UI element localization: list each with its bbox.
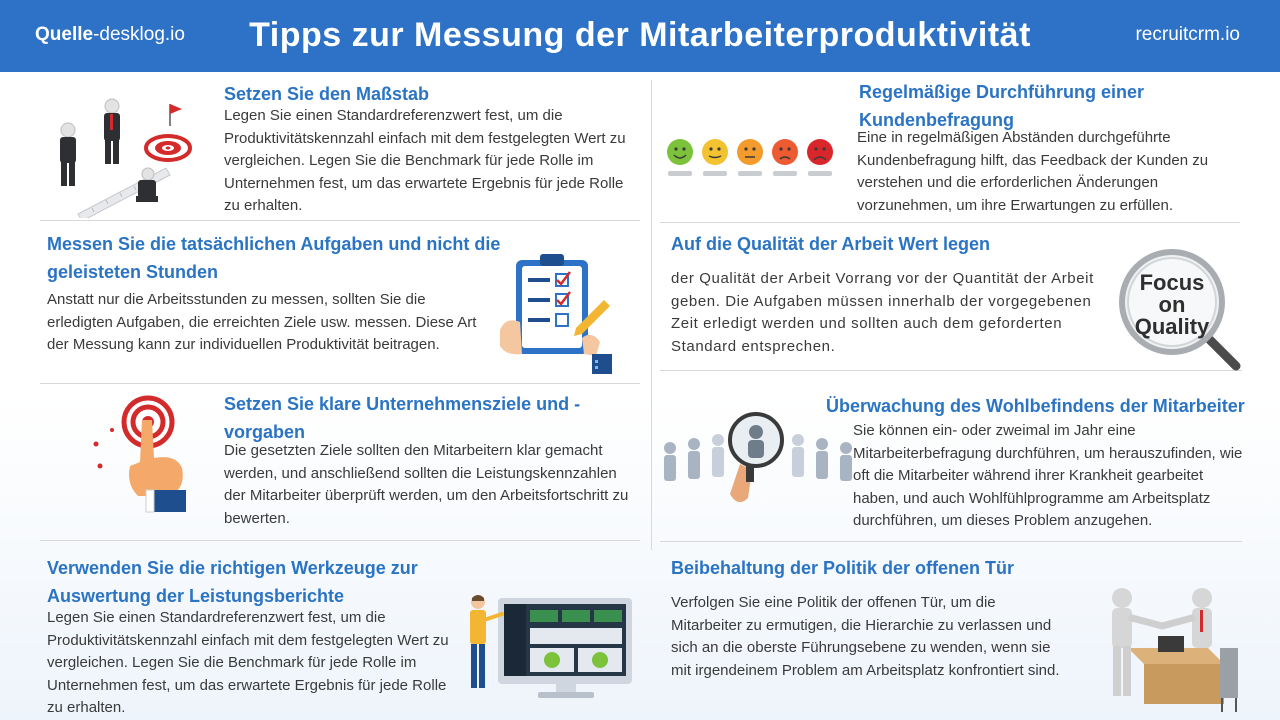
- dashboard-monitor-icon: [470, 595, 632, 698]
- section-tools-title: Verwenden Sie die richtigen Werkzeuge zu…: [47, 558, 418, 606]
- source-label-rest: -desklog.io: [93, 24, 185, 45]
- section-tasks-body: Anstatt nur die Arbeitsstunden zu messen…: [47, 291, 477, 353]
- people-magnifier-icon: [664, 412, 852, 503]
- section-goals-body: Die gesetzten Ziele sollten den Mitarbei…: [224, 442, 629, 527]
- section-wellbeing-body: Sie können ein- oder zweimal im Jahr ein…: [853, 422, 1243, 529]
- source-label-bold: Quelle: [35, 24, 94, 45]
- source-label: Quelle-desklog.io: [35, 24, 185, 46]
- row-divider-2-right: [660, 370, 1242, 371]
- row-divider-2-left: [40, 383, 640, 384]
- section-tools-body: Legen Sie einen Standardreferenzwert fes…: [47, 609, 449, 716]
- section-opendoor-body: Verfolgen Sie eine Politik der offenen T…: [671, 594, 1060, 679]
- header-bar: Quelle-desklog.io Tipps zur Messung der …: [0, 0, 1280, 72]
- page-title: Tipps zur Messung der Mitarbeiterprodukt…: [249, 16, 1031, 54]
- magnifier-quality-icon: Focus on Quality: [1119, 249, 1241, 371]
- target-businessmen-icon: [60, 98, 192, 218]
- column-divider: [651, 80, 652, 550]
- section-goals-title: Setzen Sie klare Unternehmensziele und -…: [224, 394, 581, 442]
- section-survey-title: Regelmäßige Durchführung einer Kundenbef…: [859, 82, 1145, 130]
- row-divider-1-left: [40, 220, 640, 221]
- section-benchmark-body: Legen Sie einen Standardreferenzwert fes…: [224, 107, 626, 214]
- row-divider-3-right: [660, 541, 1242, 542]
- section-opendoor-title: Beibehaltung der Politik der offenen Tür: [671, 558, 1015, 578]
- row-divider-1-right: [660, 222, 1240, 223]
- lens-text-focus: Focus: [1140, 270, 1205, 295]
- section-wellbeing-title: Überwachung des Wohlbefindens der Mitarb…: [826, 396, 1245, 416]
- lens-text-quality: Quality: [1135, 314, 1210, 339]
- section-benchmark-title: Setzen Sie den Maßstab: [224, 84, 430, 104]
- lens-text-on: on: [1159, 292, 1186, 317]
- handshake-desk-icon: [1112, 588, 1238, 712]
- section-tasks-title: Messen Sie die tatsächlichen Aufgaben un…: [47, 234, 501, 282]
- section-survey-body: Eine in regelmäßigen Abständen durchgefü…: [857, 129, 1209, 214]
- row-divider-3-left: [40, 540, 640, 541]
- rating-faces-icon: [667, 139, 833, 176]
- target-hand-icon: [93, 395, 186, 513]
- brand-label: recruitcrm.io: [1135, 24, 1240, 45]
- section-quality-title: Auf die Qualität der Arbeit Wert legen: [671, 234, 991, 254]
- checklist-clipboard-icon: [500, 254, 612, 374]
- section-quality-body: der Qualität der Arbeit Vorrang vor der …: [671, 270, 1094, 355]
